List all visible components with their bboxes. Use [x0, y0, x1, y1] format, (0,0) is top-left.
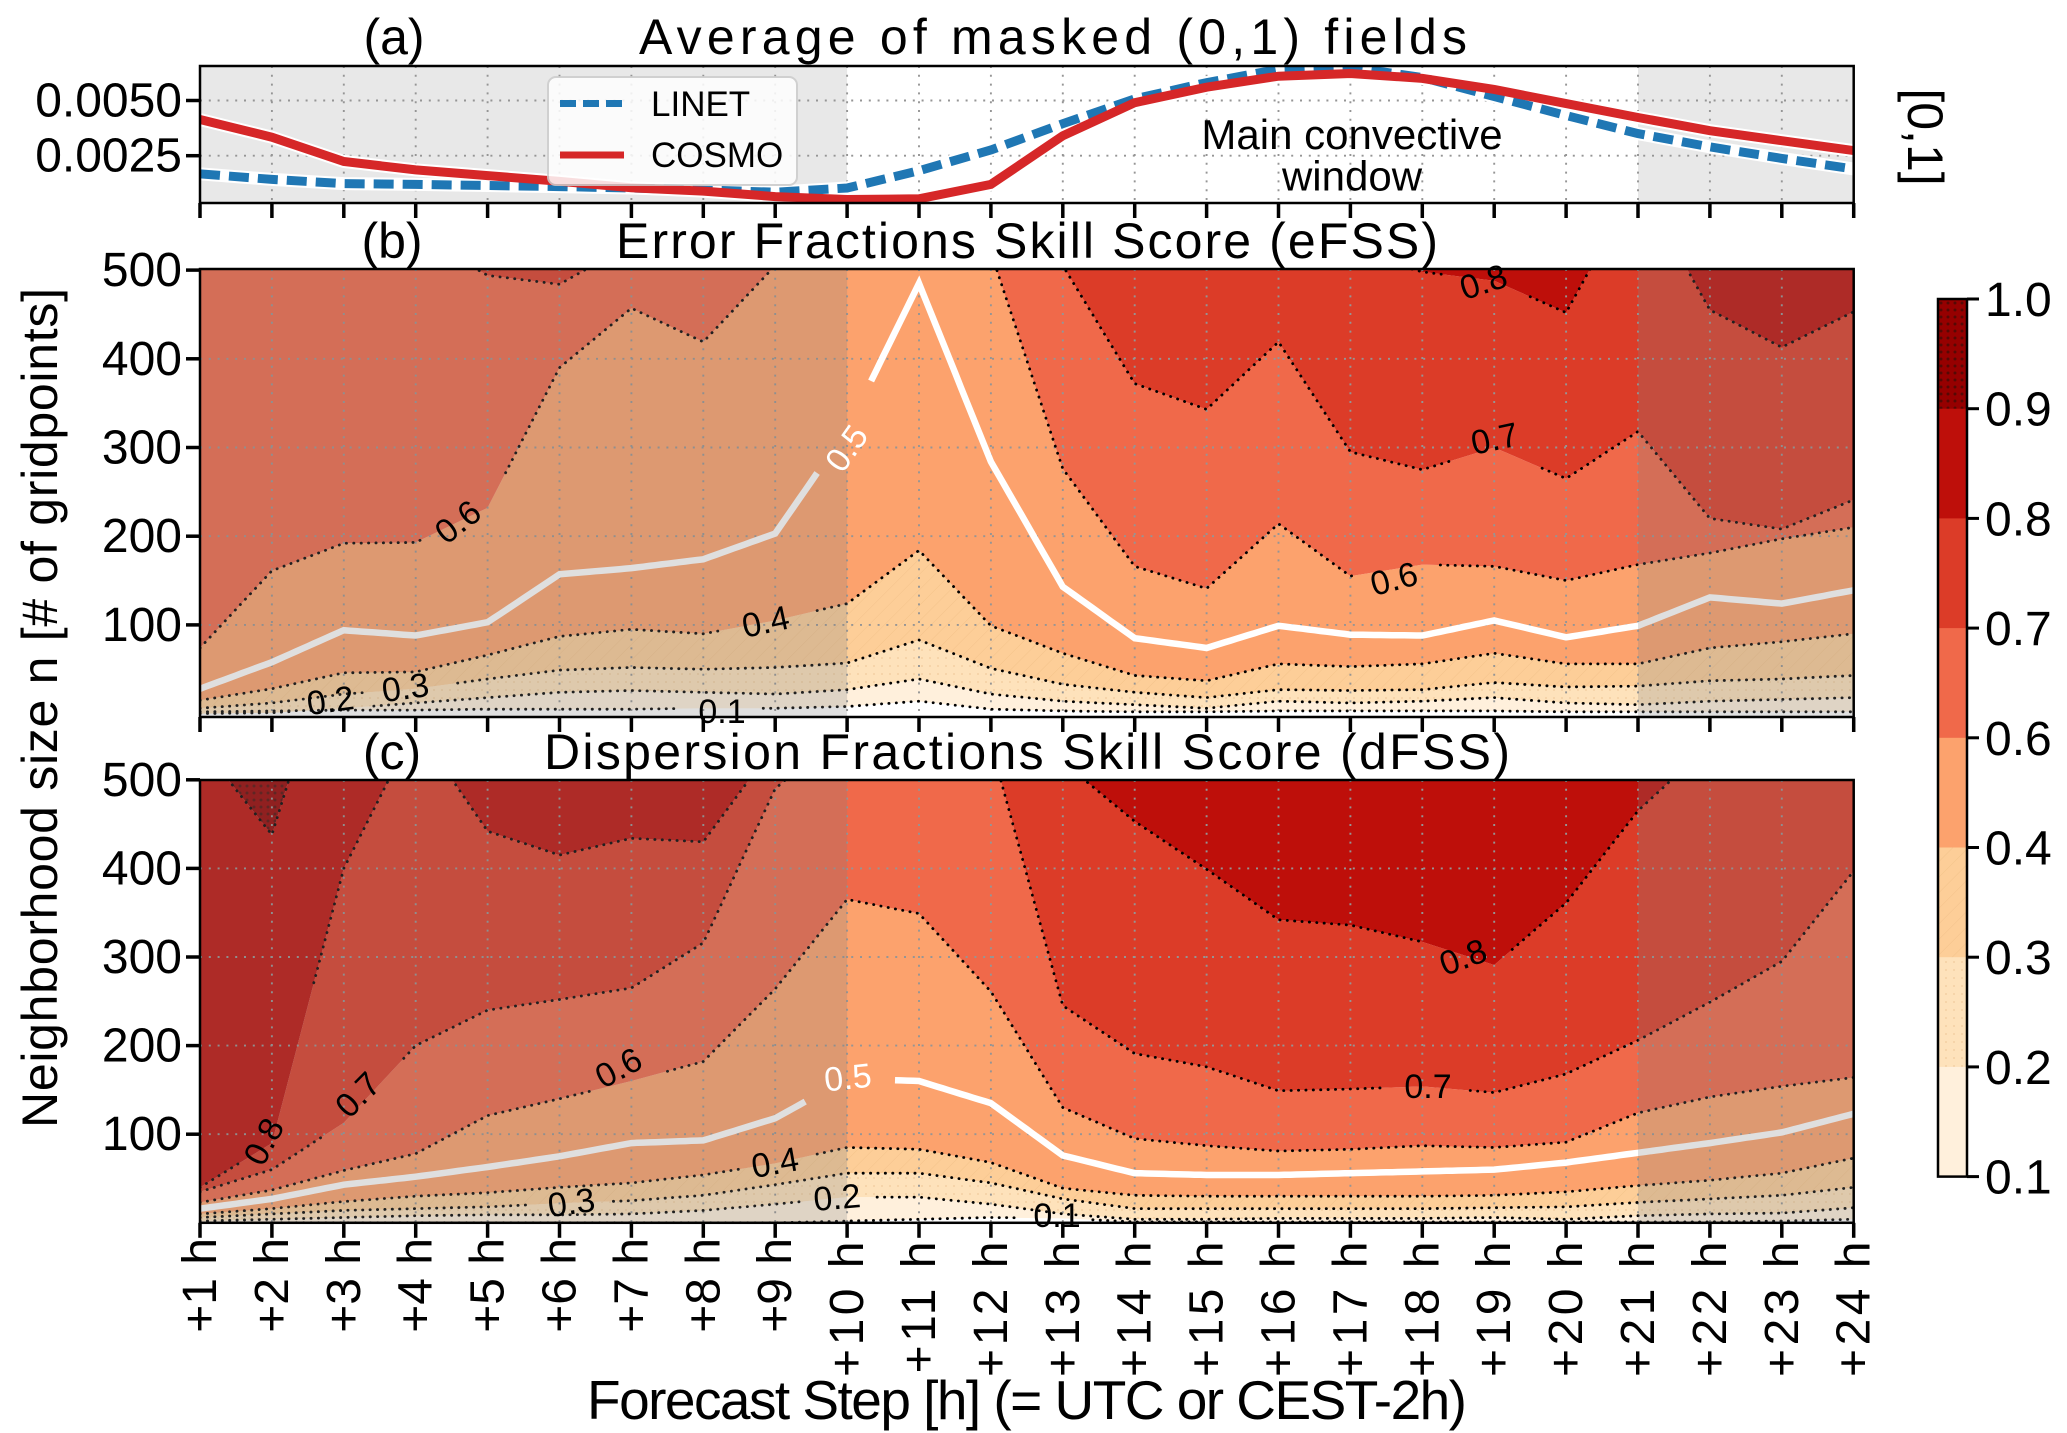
svg-text:0.8: 0.8 — [1985, 493, 2052, 546]
svg-text:+2 h: +2 h — [246, 1238, 299, 1333]
svg-text:+1 h: +1 h — [174, 1238, 227, 1333]
svg-text:0.4: 0.4 — [749, 1140, 802, 1186]
svg-text:500: 500 — [102, 754, 182, 807]
svg-text:+4 h: +4 h — [390, 1238, 443, 1333]
svg-text:(b): (b) — [361, 213, 422, 269]
svg-text:+12 h: +12 h — [965, 1238, 1018, 1377]
svg-text:0.0050: 0.0050 — [35, 75, 182, 128]
svg-text:+11 h: +11 h — [893, 1238, 946, 1373]
svg-text:0.0025: 0.0025 — [35, 130, 182, 183]
svg-text:0.7: 0.7 — [1404, 1068, 1451, 1106]
svg-text:+6 h: +6 h — [534, 1238, 587, 1333]
svg-text:300: 300 — [102, 931, 182, 984]
svg-text:+18 h: +18 h — [1396, 1238, 1449, 1377]
svg-text:400: 400 — [102, 842, 182, 895]
svg-text:0.3: 0.3 — [545, 1181, 597, 1225]
svg-text:300: 300 — [102, 422, 182, 475]
svg-text:200: 200 — [102, 510, 182, 563]
svg-text:Forecast Step [h] (= UTC or CE: Forecast Step [h] (= UTC or CEST-2h) — [587, 1369, 1467, 1431]
svg-text:+13 h: +13 h — [1037, 1238, 1090, 1377]
svg-text:+8 h: +8 h — [677, 1238, 730, 1333]
svg-text:+14 h: +14 h — [1109, 1238, 1162, 1377]
svg-text:window: window — [1281, 153, 1423, 200]
svg-text:Error Fractions Skill Score (e: Error Fractions Skill Score (eFSS) — [616, 213, 1438, 269]
svg-text:0.9: 0.9 — [1985, 384, 2052, 437]
svg-text:0.3: 0.3 — [1985, 932, 2052, 985]
svg-text:+22 h: +22 h — [1684, 1238, 1737, 1377]
svg-text:LINET: LINET — [651, 85, 750, 124]
svg-text:+10 h: +10 h — [821, 1238, 874, 1377]
svg-text:0.4: 0.4 — [1985, 823, 2052, 876]
svg-text:Dispersion Fractions Skill Sco: Dispersion Fractions Skill Score (dFSS) — [544, 724, 1510, 780]
svg-text:0.1: 0.1 — [1033, 1197, 1080, 1235]
svg-text:0.5: 0.5 — [822, 1057, 873, 1100]
svg-text:COSMO: COSMO — [651, 136, 783, 175]
svg-text:+24 h: +24 h — [1828, 1238, 1881, 1377]
svg-text:+20 h: +20 h — [1540, 1238, 1593, 1377]
svg-text:(a): (a) — [363, 9, 424, 65]
svg-text:[0,1]: [0,1] — [1897, 88, 1953, 185]
svg-text:0.2: 0.2 — [1985, 1042, 2052, 1095]
svg-text:100: 100 — [102, 599, 182, 652]
svg-text:Neighborhood size n [# of grid: Neighborhood size n [# of gridpoints] — [12, 288, 68, 1128]
svg-text:+16 h: +16 h — [1253, 1238, 1306, 1377]
svg-text:+19 h: +19 h — [1468, 1238, 1521, 1377]
svg-text:+5 h: +5 h — [462, 1238, 515, 1333]
svg-text:0.2: 0.2 — [812, 1177, 862, 1219]
svg-text:0.7: 0.7 — [1985, 603, 2052, 656]
svg-text:0.1: 0.1 — [698, 693, 745, 731]
svg-text:Average of masked (0,1) fields: Average of masked (0,1) fields — [639, 9, 1467, 65]
svg-text:+23 h: +23 h — [1756, 1238, 1809, 1377]
svg-text:+7 h: +7 h — [605, 1238, 658, 1333]
svg-text:500: 500 — [102, 244, 182, 297]
svg-text:(c): (c) — [363, 724, 421, 780]
svg-text:0.3: 0.3 — [379, 666, 431, 710]
svg-text:1.0: 1.0 — [1985, 274, 2052, 327]
svg-text:0.6: 0.6 — [1985, 713, 2052, 766]
svg-text:+9 h: +9 h — [749, 1238, 802, 1333]
svg-text:200: 200 — [102, 1020, 182, 1073]
svg-text:+15 h: +15 h — [1181, 1238, 1234, 1377]
svg-text:+3 h: +3 h — [318, 1238, 371, 1333]
svg-text:100: 100 — [102, 1108, 182, 1161]
svg-text:0.1: 0.1 — [1985, 1152, 2052, 1205]
svg-text:+17 h: +17 h — [1324, 1238, 1377, 1377]
svg-text:Main convective: Main convective — [1201, 111, 1502, 158]
svg-text:400: 400 — [102, 333, 182, 386]
svg-text:+21 h: +21 h — [1612, 1238, 1665, 1377]
